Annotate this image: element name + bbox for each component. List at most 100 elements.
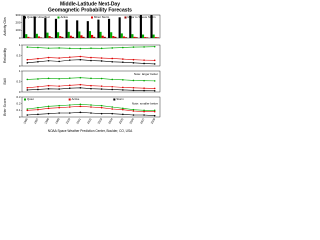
point [47,107,50,110]
legend-swatch [113,98,116,101]
bar [118,17,121,38]
point [79,55,82,58]
bar [54,18,58,38]
point [111,78,114,81]
point [37,78,39,80]
footer: NOAA Space Weather Prediction Center, Bo… [48,129,133,133]
y-tick-label: 0.5 [16,79,21,83]
x-tick-label: 2006 [128,117,135,125]
point [153,114,156,117]
x-tick-label: 2008 [150,117,157,125]
bar [110,32,113,38]
point [68,112,71,114]
legend-swatch [68,98,71,101]
bar [156,37,159,38]
point [100,104,103,107]
bar [120,33,123,38]
point [90,87,92,90]
point [100,85,103,87]
point [26,58,29,61]
bar [133,36,136,38]
bar [25,34,28,38]
point [100,106,103,109]
point [132,79,135,82]
point [26,46,29,48]
bar [97,19,100,38]
bar [103,36,106,38]
x-tick-label: 2003 [97,117,104,125]
point [143,89,145,92]
point [58,85,60,87]
point [111,112,114,115]
point [111,106,114,108]
point [58,106,60,109]
bar [76,20,79,38]
bar [23,15,26,38]
point [122,113,124,116]
point [122,79,124,81]
bar [57,32,60,38]
bar [61,36,64,38]
y-tick-label: 1 [19,69,21,73]
bar [86,21,89,38]
y-tick-label: 0.2 [16,101,21,105]
point [68,56,71,58]
y-tick-label: 0.1 [16,108,21,112]
bar [114,36,117,38]
point [79,47,82,50]
point [47,59,50,62]
point [79,58,82,61]
point [153,89,156,92]
bar [48,36,51,38]
legend-label: Quiet to Unsettled [27,15,50,19]
point [37,85,39,88]
point [90,59,92,62]
y-tick-label: 300 [15,13,20,17]
point [37,108,39,111]
point [111,108,114,110]
bar [131,34,134,38]
bar [59,36,62,38]
point [37,57,39,60]
bar [93,36,96,38]
chart: Middle-Latitude Next-Day Geomagnetic Pro… [3,1,161,133]
point [111,57,114,60]
point [47,84,50,87]
point [100,88,103,90]
legend-swatch [24,98,26,101]
point [143,46,145,48]
point [122,61,124,64]
point [153,63,156,65]
point [47,88,50,90]
point [58,88,60,90]
y-axis-label: Activity Obs [3,17,7,36]
point [58,57,60,59]
point [143,59,145,61]
point [100,47,103,50]
point [58,60,60,63]
point [111,47,114,49]
point [47,112,50,115]
point [132,114,135,116]
y-tick-label: 0.5 [16,53,21,57]
point [122,89,124,91]
bar [88,31,91,38]
point [26,109,29,112]
point [143,79,145,82]
point [68,106,71,108]
point [90,104,92,106]
y-axis-label: Skill [3,78,7,85]
point [58,47,60,49]
point [68,87,71,90]
bar [112,36,115,38]
legend-swatch [124,16,127,19]
point [26,78,29,81]
point [111,85,114,88]
legend-swatch [24,16,26,19]
y-tick-label: 200 [15,20,20,24]
point [37,106,39,109]
bar [150,15,153,38]
x-tick-label: 2004 [107,117,114,125]
bar [44,18,47,38]
point [143,110,145,113]
